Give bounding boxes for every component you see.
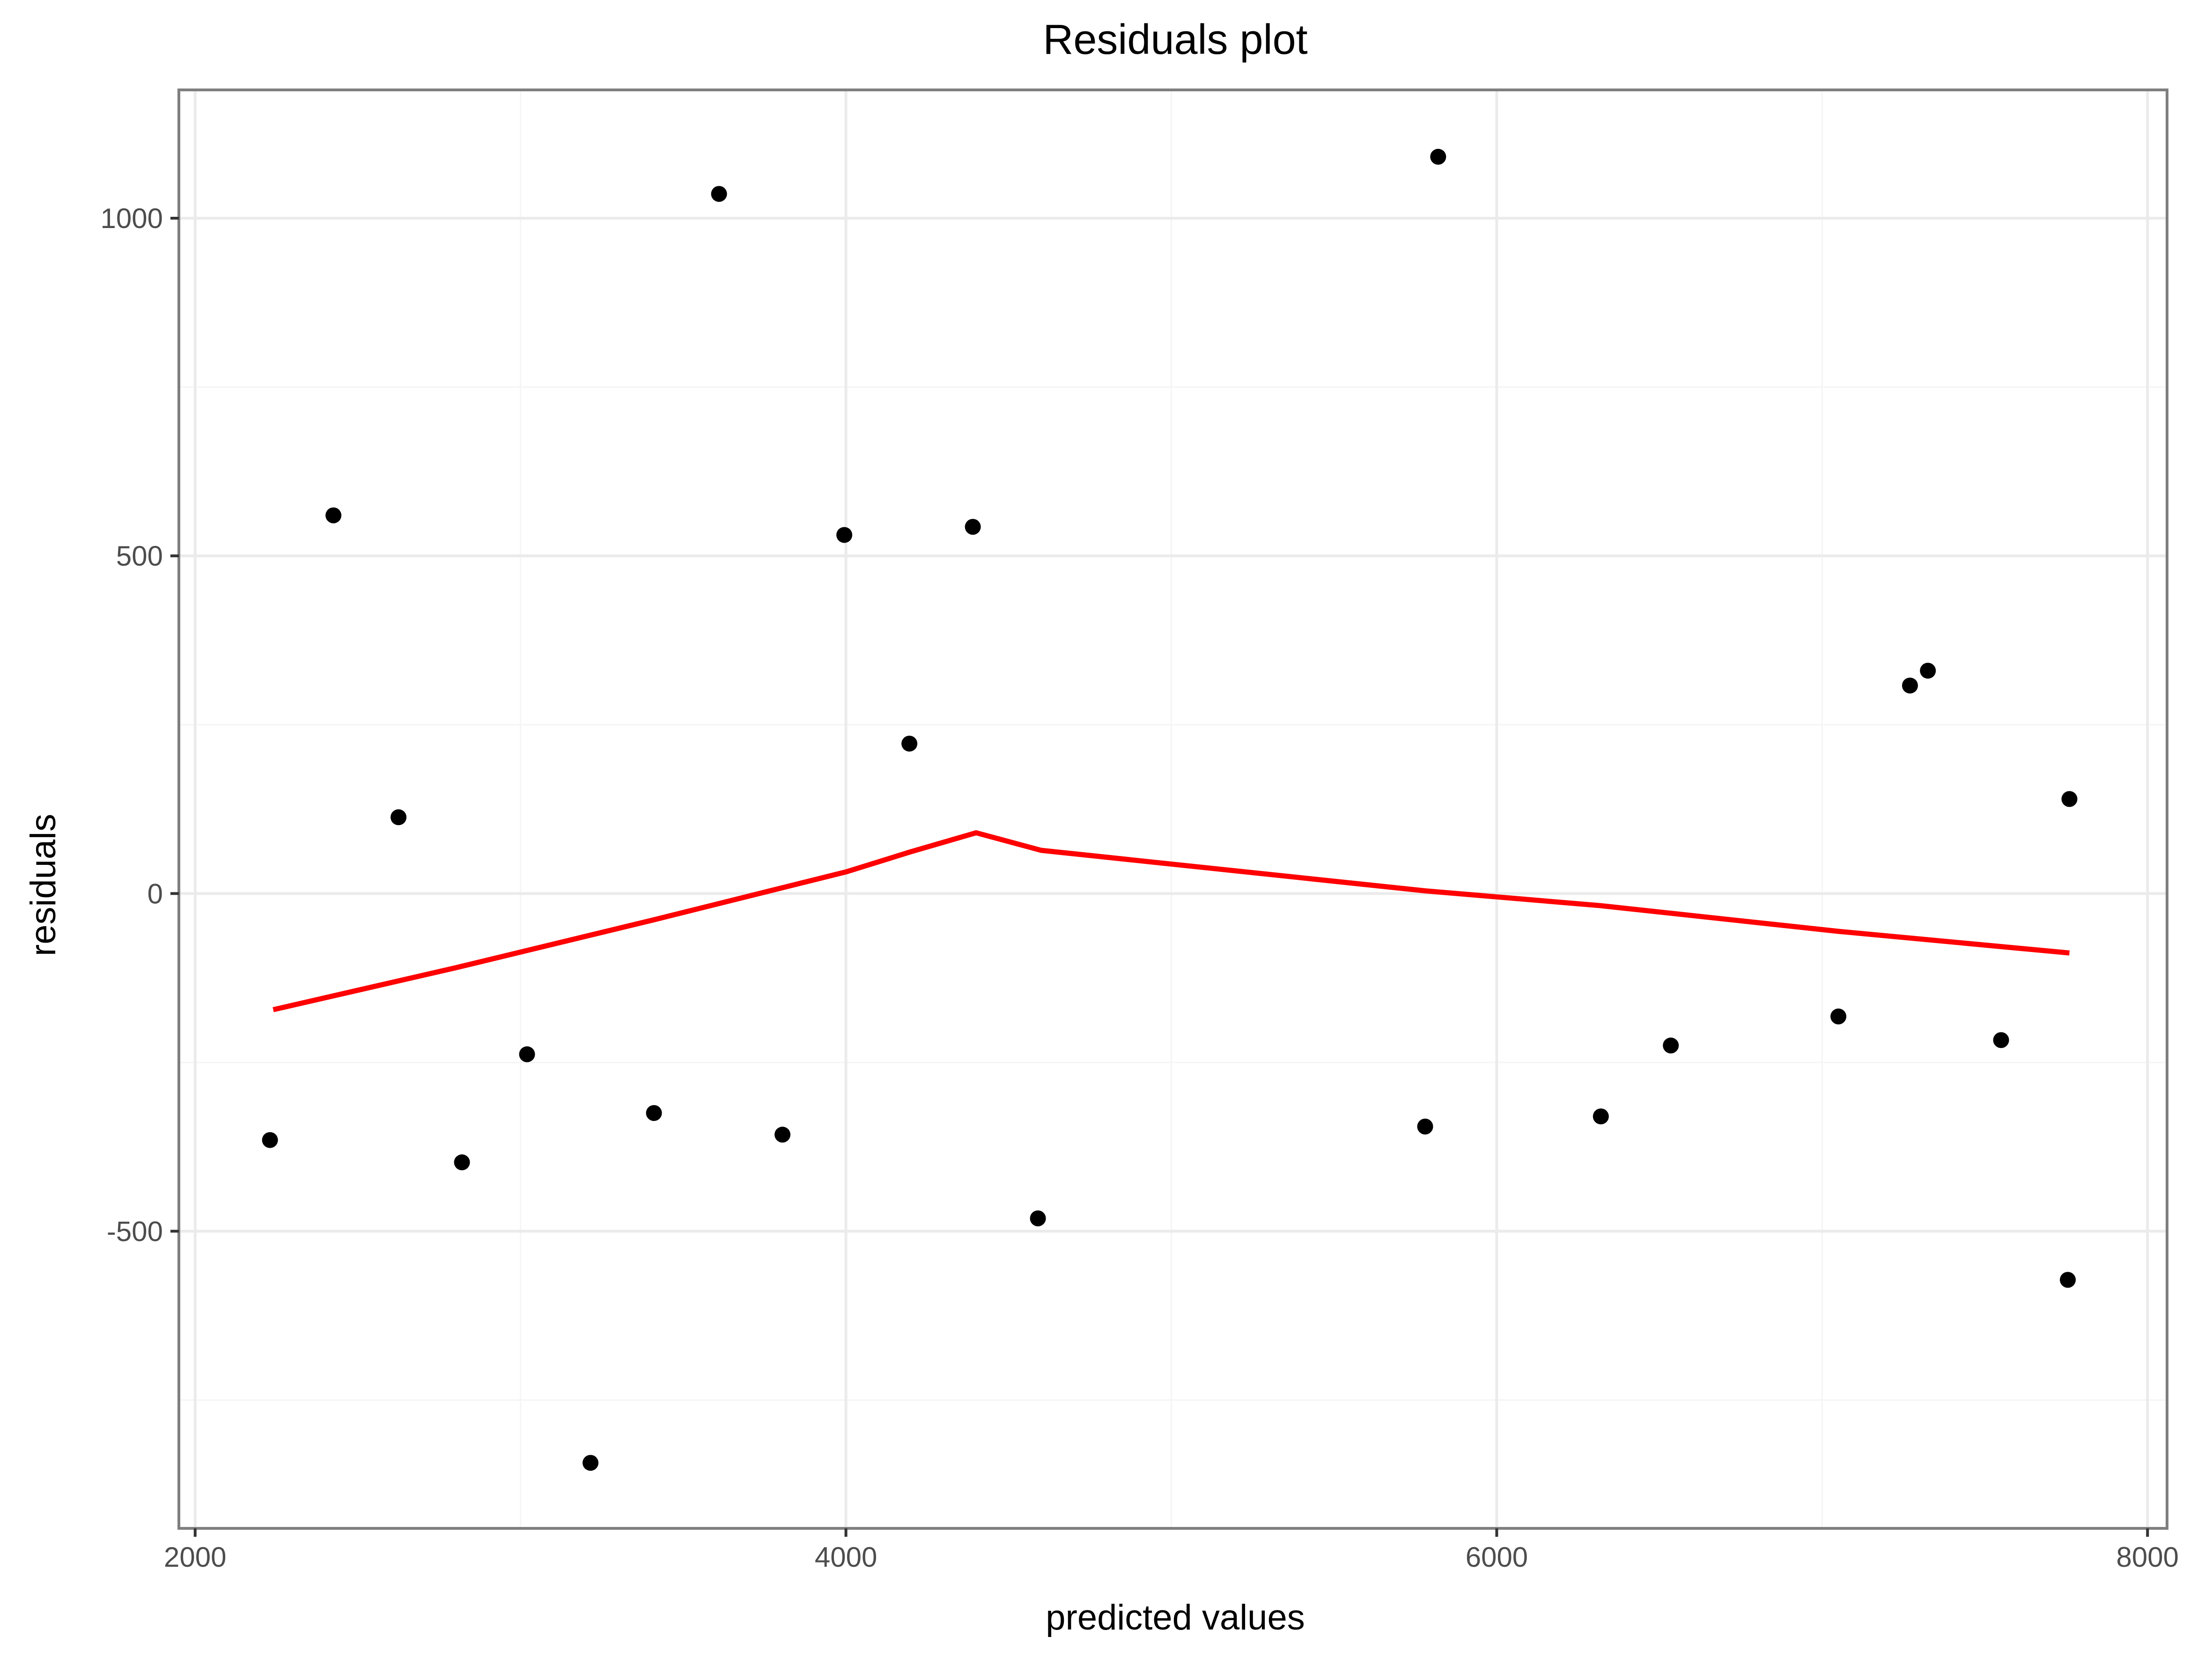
residual-point — [582, 1455, 599, 1471]
residual-point — [1593, 1108, 1609, 1125]
x-tick-label: 6000 — [1466, 1541, 1528, 1573]
x-tick-label: 8000 — [2116, 1541, 2179, 1573]
y-tick-label: -500 — [107, 1216, 163, 1247]
residual-point — [965, 519, 981, 535]
x-tick-label: 2000 — [164, 1541, 226, 1573]
residual-point — [711, 186, 727, 202]
trend-line — [273, 830, 2070, 1012]
residual-point — [1663, 1037, 1679, 1054]
y-tick-label: 1000 — [101, 203, 163, 234]
residual-point — [1430, 148, 1446, 165]
residual-point — [646, 1105, 662, 1121]
residual-point — [1902, 678, 1918, 694]
residual-point — [454, 1154, 470, 1171]
plot-panel — [179, 90, 2167, 1528]
residual-point — [1830, 1008, 1847, 1025]
residual-point — [774, 1127, 791, 1143]
residual-point — [391, 809, 407, 826]
residual-point — [519, 1046, 535, 1062]
x-tick-label: 4000 — [815, 1541, 877, 1573]
chart-title: Residuals plot — [1043, 16, 1307, 63]
x-axis-title: predicted values — [1046, 1598, 1305, 1637]
residual-point — [262, 1132, 278, 1148]
residual-point — [901, 736, 918, 752]
y-tick-label: 500 — [116, 540, 163, 572]
y-axis-title: residuals — [23, 814, 63, 956]
plot-border — [177, 88, 2168, 1530]
residual-point — [2061, 791, 2078, 807]
residual-point — [2060, 1272, 2076, 1288]
residual-point — [1417, 1118, 1433, 1135]
y-tick-label: 0 — [147, 878, 163, 909]
residual-point — [325, 507, 342, 524]
residual-point — [1920, 663, 1936, 679]
plot-area: 2000 4000 6000 8000 -500 0 500 1000 — [101, 88, 2179, 1573]
residual-point — [1993, 1032, 2009, 1048]
residual-point — [1030, 1210, 1046, 1227]
residual-point — [836, 527, 853, 543]
